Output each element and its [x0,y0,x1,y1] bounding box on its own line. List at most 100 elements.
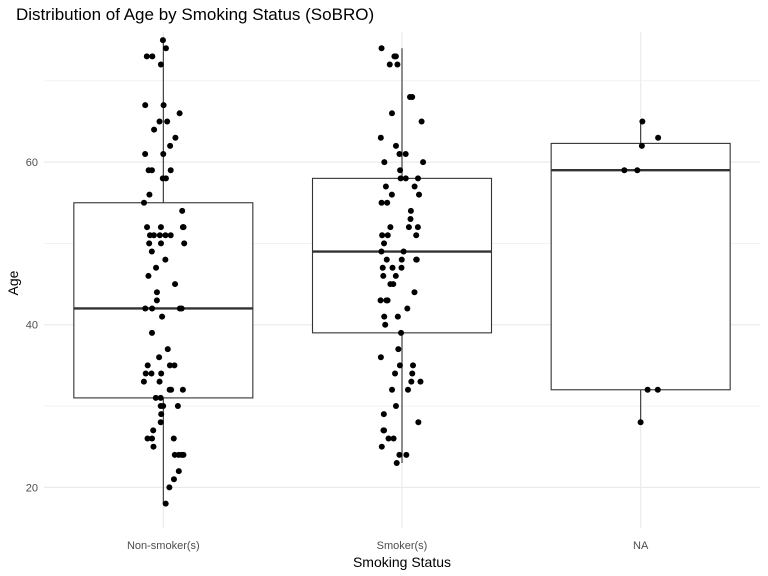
data-point [164,118,171,125]
data-point [380,272,387,279]
data-point [167,142,174,149]
data-point [160,102,167,109]
data-point [167,232,174,239]
data-point [171,362,178,369]
x-axis-title: Smoking Status [353,554,451,570]
x-tick-label: Smoker(s) [377,540,428,552]
data-point [392,53,399,60]
data-point [387,224,394,231]
data-point [393,459,400,466]
data-point [157,61,164,68]
data-point [142,305,149,312]
data-point [140,378,147,385]
data-point [141,199,148,206]
data-point [181,240,188,247]
data-point [397,167,404,174]
data-point [386,61,393,68]
x-tick-label: NA [633,540,649,552]
data-point [384,297,391,304]
data-point [407,207,414,214]
data-point [388,110,395,117]
data-point [414,175,421,182]
data-point [159,37,166,44]
data-point [621,167,628,174]
data-point [153,289,160,296]
data-point [392,370,399,377]
data-point [380,427,387,434]
data-point [409,370,416,377]
data-point [408,378,415,385]
data-point [392,142,399,149]
y-tick-label: 20 [26,482,38,494]
data-point [379,232,386,239]
data-point [378,443,385,450]
data-point [655,134,662,141]
data-point [413,232,420,239]
data-point [402,175,409,182]
data-point [159,313,166,320]
data-point [400,248,407,255]
data-point [417,378,424,385]
data-point [638,142,645,149]
data-point [142,102,149,109]
data-point [378,248,385,255]
data-point [157,403,164,410]
data-point [149,53,156,60]
data-point [144,362,151,369]
data-point [144,224,151,231]
data-point [414,224,421,231]
data-point [382,183,389,190]
data-point [178,451,185,458]
data-point [176,305,183,312]
data-point [157,419,164,426]
data-point [157,224,164,231]
data-point [394,313,401,320]
data-point [637,419,644,426]
data-point [148,329,155,336]
data-point [162,256,169,263]
data-point [404,305,411,312]
data-point [402,150,409,157]
data-point [388,191,395,198]
data-point [639,118,646,125]
data-point [409,94,416,101]
data-point [172,281,179,288]
data-point [654,386,661,393]
data-point [146,240,153,247]
data-point [156,118,163,125]
data-point [390,281,397,288]
data-point [403,451,410,458]
data-point [418,118,425,125]
data-point [153,264,160,271]
data-point [148,370,155,377]
data-point [179,224,186,231]
data-point [158,370,165,377]
data-point [144,435,151,442]
data-point [398,264,405,271]
data-point [143,53,150,60]
point-layer [140,37,662,507]
data-point [151,126,158,133]
data-point [413,256,420,263]
y-tick-label: 60 [26,157,38,169]
data-point [145,167,152,174]
data-point [377,354,384,361]
box-iqr [73,202,254,399]
data-point [379,264,386,271]
data-point [157,394,164,401]
data-point [389,264,396,271]
data-point [398,329,405,336]
data-point [377,297,384,304]
data-point [404,386,411,393]
chart-title: Distribution of Age by Smoking Status (S… [16,5,374,24]
data-point [378,199,385,206]
data-point [150,427,157,434]
data-point [420,159,427,166]
data-point [153,297,160,304]
data-point [382,321,389,328]
data-point [416,191,423,198]
data-point [396,150,403,157]
data-point [385,435,392,442]
data-point [150,232,157,239]
